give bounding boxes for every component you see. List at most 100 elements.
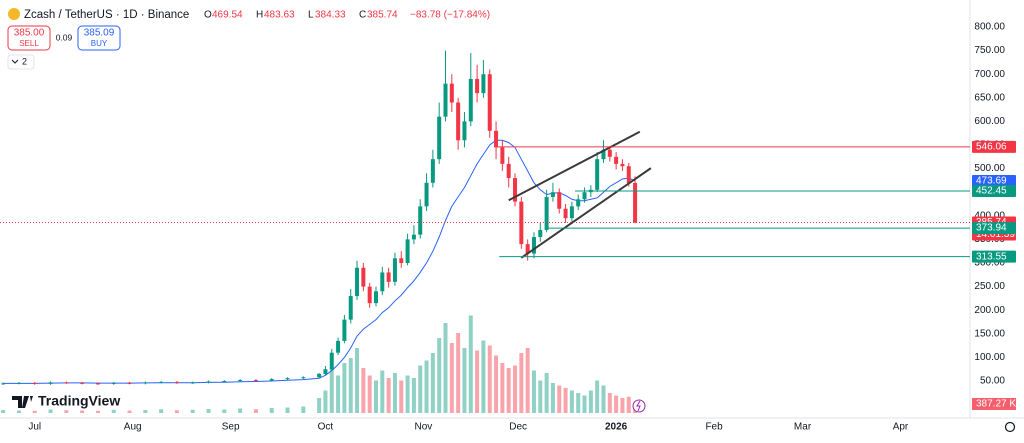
volume-bar <box>443 323 448 413</box>
candle-body <box>506 163 511 179</box>
logo-mark <box>12 396 33 408</box>
volume-bar <box>519 353 524 413</box>
level-tag-text: 546.06 <box>976 142 1007 153</box>
volume-bar <box>32 410 37 413</box>
candle-body <box>481 74 486 94</box>
volume-bar <box>449 343 454 413</box>
indicator-count: 2 <box>22 56 27 66</box>
candle-body <box>544 196 549 230</box>
volume-bar <box>399 380 404 413</box>
x-tick-label: Sep <box>222 422 240 433</box>
volume-bar <box>336 375 341 413</box>
symbol-icon <box>8 8 20 20</box>
candle-body <box>487 74 492 131</box>
candle-body <box>301 377 306 379</box>
volume-bar <box>48 409 53 413</box>
candle-body <box>1 383 6 385</box>
x-tick-label: Dec <box>509 422 527 433</box>
sell-label: SELL <box>19 39 39 48</box>
buy-button[interactable] <box>77 25 121 51</box>
volume-bar <box>588 390 593 413</box>
settings-icon[interactable] <box>1004 421 1016 433</box>
y-tick-label: 400.00 <box>974 210 1005 221</box>
volume-bar <box>373 380 378 413</box>
candle-body <box>317 373 322 378</box>
ma-tag-text: 473.69 <box>976 176 1007 187</box>
volume-bar <box>174 410 179 413</box>
volume-bar <box>557 385 562 413</box>
axes: 800.00750.00700.00650.00600.00550.00500.… <box>28 22 1016 433</box>
volume-bar <box>500 363 505 413</box>
close-value: 385.74 <box>367 10 398 21</box>
sell-price: 385.00 <box>14 28 45 39</box>
x-tick-label: 2026 <box>605 422 628 433</box>
candle-body <box>430 159 435 183</box>
candle-body <box>367 286 372 304</box>
candle-body <box>557 192 562 209</box>
candle-body <box>405 239 410 264</box>
low-label: L <box>308 10 314 21</box>
volume-bar <box>456 333 461 413</box>
volume-bar <box>253 409 258 413</box>
candle-body <box>500 147 505 164</box>
trendline <box>520 167 652 259</box>
level-tag-text: 313.55 <box>976 251 1007 262</box>
candle-body <box>32 382 37 384</box>
y-tick-label: 50.00 <box>980 376 1005 387</box>
candle-body <box>550 192 555 197</box>
candle-body <box>443 83 448 117</box>
candle-body <box>80 382 85 384</box>
candle-body <box>576 199 581 207</box>
ma-tag <box>972 175 1016 188</box>
candle-body <box>342 319 347 341</box>
volume-bar <box>80 410 85 413</box>
candle-body <box>159 381 164 383</box>
open-value: 469.54 <box>212 10 243 21</box>
candle-body <box>285 378 290 380</box>
candle-body <box>607 149 612 157</box>
candle-body <box>111 382 116 384</box>
candle-body <box>386 272 391 282</box>
volume-bar <box>361 368 366 413</box>
volume-bar <box>238 408 243 413</box>
volume-bar <box>576 393 581 413</box>
x-tick-label: Feb <box>705 422 723 433</box>
candle-body <box>531 237 536 254</box>
volume-bar <box>418 365 423 413</box>
high-label: H <box>256 10 263 21</box>
indicator-toggle[interactable] <box>7 54 35 70</box>
volume-bar <box>405 375 410 413</box>
volume-bar <box>582 395 587 413</box>
logo-text[interactable]: TradingView <box>38 393 120 409</box>
candle-body <box>16 382 21 384</box>
candle-body <box>620 163 625 167</box>
volume-bar <box>222 409 227 413</box>
candle-body <box>399 258 404 264</box>
volume-bar <box>323 390 328 413</box>
candle-body <box>355 267 360 297</box>
candle-body <box>222 381 227 383</box>
candle-body <box>582 192 587 200</box>
candle-body <box>614 156 619 164</box>
y-tick-label: 750.00 <box>974 45 1005 56</box>
volume-bar <box>355 348 360 413</box>
volume-bar <box>601 385 606 413</box>
candle-body <box>525 244 530 254</box>
volume-bar <box>538 380 543 413</box>
volume-bar <box>620 398 625 413</box>
volume-bar <box>626 396 631 413</box>
volume-bar <box>475 350 480 413</box>
candle-body <box>323 369 328 374</box>
volume-bar <box>206 409 211 413</box>
sell-button[interactable] <box>7 25 51 51</box>
symbol-title[interactable]: Zcash / TetherUS · 1D · Binance <box>24 9 189 21</box>
volume-bar <box>386 378 391 413</box>
volume-bar <box>531 370 536 413</box>
close-label: C <box>359 10 366 21</box>
x-tick-label: Oct <box>318 422 334 433</box>
level-tag <box>972 250 1016 263</box>
x-tick-label: Apr <box>893 422 909 433</box>
candle-body <box>601 149 606 160</box>
candle-body <box>143 382 148 384</box>
volume-bar <box>1 410 6 413</box>
